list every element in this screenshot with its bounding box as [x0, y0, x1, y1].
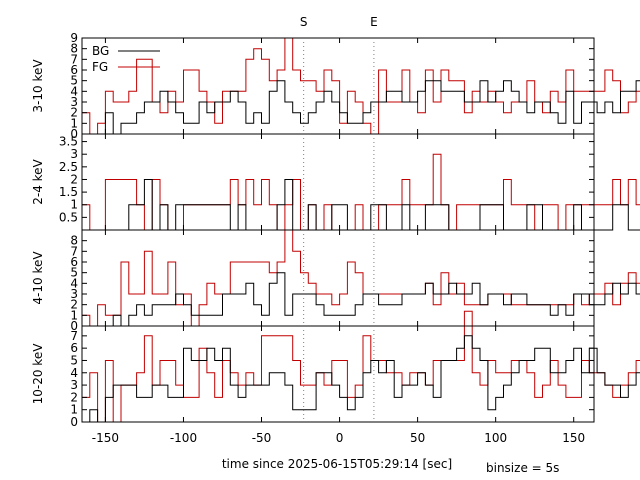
x-axis: -150 -100 -50 0 50 100 150: [92, 431, 585, 445]
marker-label-s: S: [300, 15, 308, 29]
y-axis-label: 3-10 keV: [31, 59, 45, 113]
series-fg-line: [82, 229, 640, 327]
panel-frame: [81, 229, 595, 327]
y-tick-label: 3: [70, 378, 78, 392]
legend: BG FG: [92, 44, 160, 74]
y-tick-label: 5: [70, 353, 78, 367]
y-tick-label: 2.5: [59, 160, 78, 174]
legend-label-bg: BG: [92, 44, 109, 58]
y-tick-label: 6: [70, 341, 78, 355]
y-tick-label: 0: [70, 415, 78, 429]
legend-label-fg: FG: [92, 60, 108, 74]
y-tick-label: 7: [70, 244, 78, 258]
y-tick-label: 4: [70, 84, 78, 98]
y-tick-label: 0: [70, 319, 78, 333]
x-tick-label: -100: [170, 431, 197, 445]
x-tick-label: 150: [562, 431, 585, 445]
y-tick-label: 2: [70, 390, 78, 404]
y-tick-label: 1: [70, 198, 78, 212]
y-tick-label: 3: [70, 95, 78, 109]
y-tick-label: 1: [70, 116, 78, 130]
series-bg-line: [82, 272, 640, 327]
binsize-label: binsize = 5s: [486, 461, 559, 475]
y-tick-label: 4: [70, 276, 78, 290]
x-tick-label: -150: [92, 431, 119, 445]
series-fg-line: [82, 37, 640, 135]
y-tick-label: 3: [70, 287, 78, 301]
y-tick-label: 4: [70, 366, 78, 380]
y-tick-label: 2: [70, 298, 78, 312]
y-axis-label: 2-4 keV: [31, 158, 45, 204]
x-tick-label: 50: [410, 431, 425, 445]
y-axis-label: 10-20 keV: [31, 343, 45, 405]
y-tick-label: 2: [70, 172, 78, 186]
series-bg-line: [82, 335, 640, 423]
series-bg-line: [82, 80, 640, 135]
y-tick-label: 6: [70, 255, 78, 269]
marker-label-e: E: [370, 15, 378, 29]
y-tick-label: 1: [70, 308, 78, 322]
y-tick-label: 3.5: [59, 135, 78, 149]
y-tick-label: 1: [70, 403, 78, 417]
y-tick-label: 8: [70, 234, 78, 248]
y-tick-label: 6: [70, 63, 78, 77]
y-tick-label: 2: [70, 106, 78, 120]
y-tick-label: 7: [70, 52, 78, 66]
x-tick-label: -50: [252, 431, 272, 445]
y-tick-label: 0.5: [59, 210, 78, 224]
y-axis-label: 4-10 keV: [31, 251, 45, 305]
y-tick-label: 9: [70, 31, 78, 45]
x-tick-label: 0: [336, 431, 344, 445]
x-axis-label: time since 2025-06-15T05:29:14 [sec]: [222, 457, 452, 471]
panel-frame: [81, 133, 595, 231]
panel-frame: [81, 325, 595, 423]
series-fg-line: [82, 310, 640, 423]
y-tick-label: 1.5: [59, 185, 78, 199]
panel-frame: [81, 37, 595, 135]
series-fg-line: [82, 153, 640, 231]
x-tick-label: 100: [484, 431, 507, 445]
panel-2: 0.511.522.533.5 2-4 keV: [31, 133, 640, 231]
y-tick-label: 8: [70, 42, 78, 56]
y-tick-label: 3: [70, 147, 78, 161]
y-tick-label: 7: [70, 329, 78, 343]
y-tick-label: 5: [70, 266, 78, 280]
y-tick-label: 0: [70, 127, 78, 141]
y-tick-label: 5: [70, 74, 78, 88]
